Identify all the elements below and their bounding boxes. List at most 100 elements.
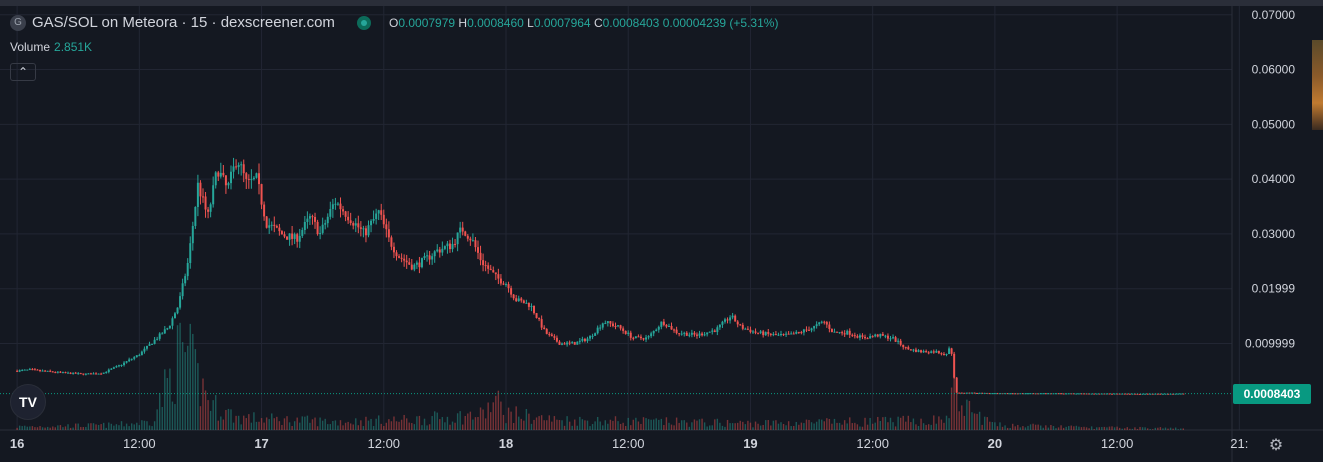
volume-bar xyxy=(670,424,673,430)
candle-body xyxy=(161,333,164,335)
candle-body xyxy=(133,357,136,359)
candle-body xyxy=(772,334,775,336)
candle-body xyxy=(222,172,225,176)
candle-body xyxy=(464,231,467,236)
volume-bar xyxy=(767,420,769,430)
candle-body xyxy=(815,324,818,327)
candle-body xyxy=(128,359,131,362)
volume-bar xyxy=(828,418,831,430)
volume-bar xyxy=(1052,425,1055,430)
candle-body xyxy=(642,338,645,340)
candle-body xyxy=(948,348,951,355)
volume-bar xyxy=(181,342,184,430)
volume-bar xyxy=(171,401,174,430)
volume-bar xyxy=(1065,426,1067,430)
volume-bar xyxy=(989,421,991,430)
volume-bar xyxy=(795,421,797,430)
ohlc-legend: O0.0007979 H0.0008460 L0.0007964 C0.0008… xyxy=(389,10,778,36)
candle-body xyxy=(336,203,339,205)
volume-bar xyxy=(258,421,260,430)
volume-bar xyxy=(556,419,558,430)
candle-body xyxy=(606,321,609,324)
volume-bar xyxy=(637,421,640,430)
volume-bar xyxy=(296,417,298,430)
volume-bar xyxy=(1118,427,1121,430)
volume-bar xyxy=(133,424,135,430)
candle-body xyxy=(1151,393,1154,395)
volume-bar xyxy=(490,412,492,430)
volume-bar xyxy=(118,425,120,430)
volume-bar xyxy=(187,345,189,430)
volume-bar xyxy=(281,424,283,430)
volume-bar xyxy=(1045,425,1047,430)
volume-bar xyxy=(54,427,57,430)
symbol-icon[interactable]: G xyxy=(10,15,26,31)
candle-body xyxy=(252,177,255,180)
candle-body xyxy=(673,329,676,331)
volume-bar xyxy=(701,418,703,430)
candle-body xyxy=(392,246,395,253)
candle-body xyxy=(894,337,897,342)
volume-bar xyxy=(95,424,97,430)
candle-body xyxy=(996,393,999,395)
volume-bar xyxy=(599,421,601,430)
volume-bar xyxy=(775,420,777,430)
volume-bar xyxy=(971,412,973,430)
volume-bar xyxy=(439,419,441,430)
candle-body xyxy=(217,172,220,177)
candle-body xyxy=(800,332,803,334)
candle-body xyxy=(135,355,138,358)
candle-body xyxy=(611,323,614,327)
volume-bar xyxy=(352,424,354,430)
volume-bar xyxy=(574,419,576,430)
volume-bar xyxy=(808,419,810,430)
volume-bar xyxy=(148,425,151,430)
price-axis[interactable]: 0.07000 0.06000 0.05000 0.04000 0.03000 0.019… xyxy=(1245,8,1295,351)
volume-bar xyxy=(311,419,314,430)
volume-bar xyxy=(1103,426,1106,430)
volume-bar xyxy=(897,416,899,430)
candle-body xyxy=(754,331,757,333)
candle-body xyxy=(179,296,182,308)
candle-body xyxy=(461,227,464,232)
chevron-up-icon[interactable]: ⌃ xyxy=(10,63,36,81)
candle-body xyxy=(303,221,306,231)
volume-bar xyxy=(309,422,311,430)
volume-bar xyxy=(1180,428,1182,430)
volume-bar xyxy=(630,425,632,430)
candle-body xyxy=(250,179,253,181)
volume-bar xyxy=(693,419,696,430)
candle-body xyxy=(438,249,441,253)
volume-bar xyxy=(757,423,759,430)
volume-bar xyxy=(596,416,599,430)
candle-body xyxy=(130,358,133,360)
volume-bar xyxy=(64,426,67,430)
candle-body xyxy=(168,325,171,329)
time-axis[interactable]: 16 12:00 17 12:00 18 12:00 19 12:00 20 12:00 21: xyxy=(10,436,1248,451)
candle-body xyxy=(31,369,34,371)
candle-body xyxy=(260,184,263,205)
candle-body xyxy=(1167,393,1170,395)
volume-bar xyxy=(663,425,665,430)
volume-bar xyxy=(561,420,563,430)
candle-body xyxy=(881,333,884,336)
candle-body xyxy=(1141,393,1144,395)
candle-body xyxy=(342,209,345,212)
volume-bar xyxy=(237,415,240,430)
candle-body xyxy=(912,349,915,351)
candle-body xyxy=(207,209,210,212)
volume-bar xyxy=(271,413,273,430)
candle-body xyxy=(41,370,44,372)
volume-bar xyxy=(1083,426,1085,430)
candle-body xyxy=(991,393,994,395)
price-tick-label: 0.03000 xyxy=(1252,227,1296,241)
volume-bar xyxy=(721,425,724,430)
candle-body xyxy=(1136,393,1139,395)
volume-bar xyxy=(874,422,876,430)
symbol-title[interactable]: GAS/SOL on Meteora · 15 · dexscreener.co… xyxy=(32,14,335,31)
gear-icon[interactable]: ⚙ xyxy=(1268,437,1284,454)
candle-body xyxy=(426,255,429,257)
tradingview-logo[interactable]: TV xyxy=(10,384,46,420)
candle-body xyxy=(400,257,403,259)
